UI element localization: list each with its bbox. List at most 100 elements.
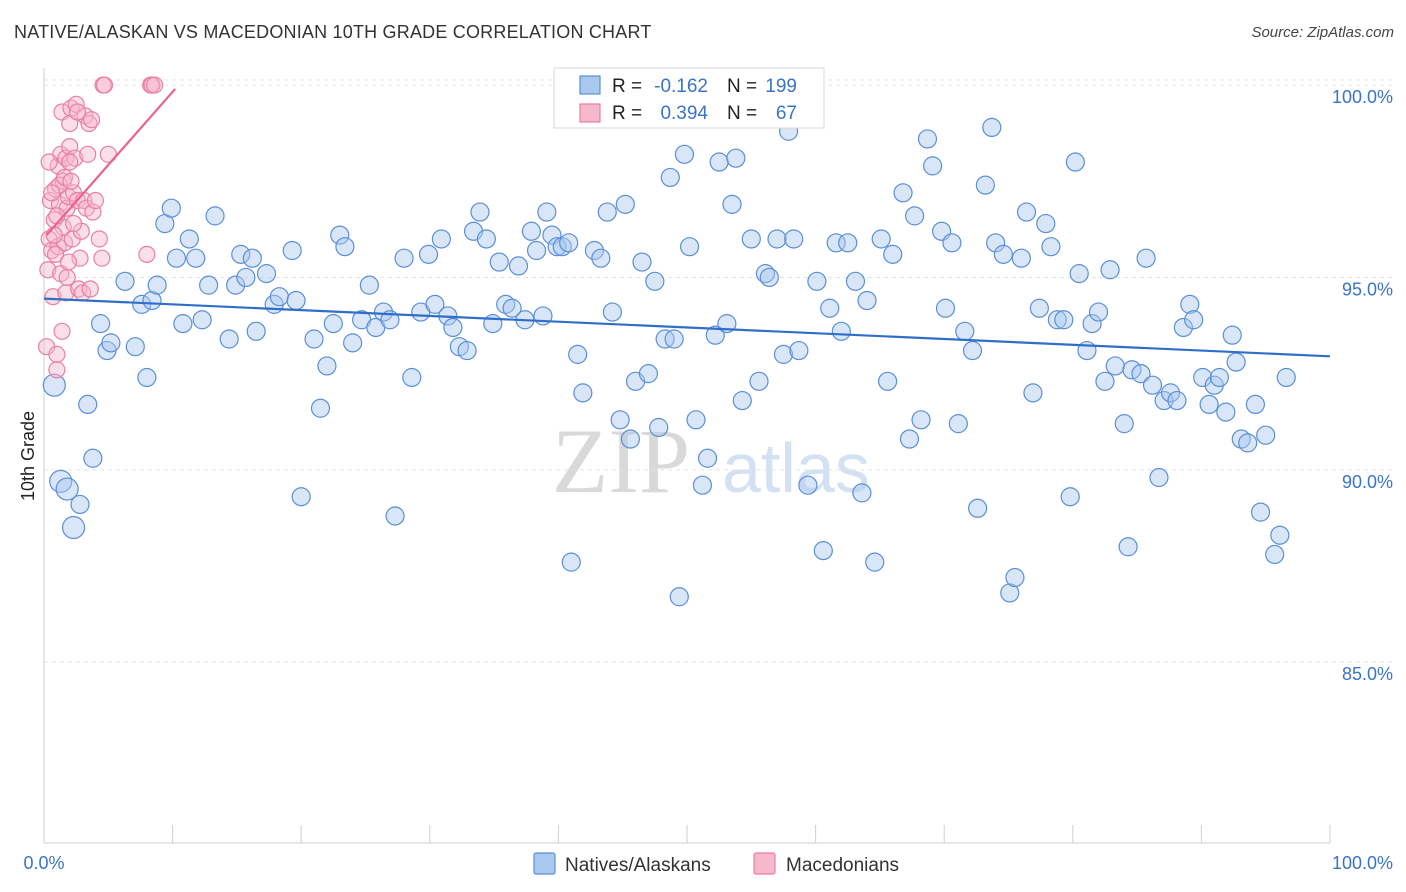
point-natives-alaskans (674, 144, 695, 164)
point-natives-alaskans (968, 498, 988, 518)
point-natives-alaskans (1265, 544, 1285, 565)
point-natives-alaskans (755, 264, 776, 284)
point-macedonians (64, 214, 83, 233)
point-natives-alaskans (246, 321, 266, 341)
point-natives-alaskans (323, 314, 343, 334)
point-natives-alaskans (286, 290, 306, 311)
point-natives-alaskans (61, 515, 86, 540)
point-natives-alaskans (192, 310, 212, 330)
point-natives-alaskans (547, 237, 567, 257)
point-natives-alaskans (1238, 433, 1258, 453)
point-natives-alaskans (789, 340, 809, 361)
point-natives-alaskans (373, 302, 394, 322)
point-macedonians (53, 322, 71, 340)
point-natives-alaskans (722, 194, 742, 214)
point-natives-alaskans (166, 248, 187, 268)
point-natives-alaskans (1256, 425, 1276, 445)
point-natives-alaskans (826, 233, 846, 253)
point-natives-alaskans (591, 248, 611, 268)
point-natives-alaskans (1105, 356, 1125, 376)
point-natives-alaskans (55, 477, 79, 501)
point-natives-alaskans (911, 410, 931, 430)
point-natives-alaskans (1131, 364, 1151, 384)
point-natives-alaskans (457, 340, 477, 361)
point-natives-alaskans (83, 448, 103, 468)
point-natives-alaskans (749, 371, 769, 391)
point-natives-alaskans (573, 383, 593, 403)
point-natives-alaskans (231, 244, 251, 264)
point-natives-alaskans (1100, 260, 1120, 280)
point-natives-alaskans (893, 183, 913, 203)
legend-swatch-blue (579, 75, 601, 95)
point-natives-alaskans (1011, 248, 1031, 268)
point-natives-alaskans (986, 233, 1006, 253)
point-natives-alaskans (813, 541, 833, 561)
point-natives-alaskans (807, 271, 827, 291)
point-natives-alaskans (186, 248, 206, 268)
y-tick-label: 85.0% (1342, 664, 1393, 684)
point-natives-alaskans (638, 364, 659, 384)
point-natives-alaskans (1082, 314, 1102, 334)
point-natives-alaskans (526, 240, 547, 261)
legend-n-value-pink: 67 (776, 103, 797, 124)
point-natives-alaskans (798, 475, 818, 495)
point-natives-alaskans (147, 275, 167, 295)
point-natives-alaskans (660, 167, 680, 188)
point-macedonians (95, 76, 114, 94)
point-natives-alaskans (692, 475, 713, 495)
point-natives-alaskans (1193, 367, 1213, 388)
legend-r-label-blue: R = (612, 76, 642, 97)
point-natives-alaskans (820, 298, 840, 318)
point-natives-alaskans (1047, 310, 1067, 330)
point-macedonians (90, 230, 108, 248)
point-natives-alaskans (236, 267, 256, 288)
point-natives-alaskans (256, 264, 277, 284)
chart-title: NATIVE/ALASKAN VS MACEDONIAN 10TH GRADE … (14, 22, 652, 42)
point-natives-alaskans (935, 298, 956, 318)
legend-n-label-blue: N = (727, 76, 757, 97)
point-natives-alaskans (759, 267, 779, 288)
point-natives-alaskans (865, 552, 885, 572)
point-natives-alaskans (568, 344, 588, 364)
point-natives-alaskans (602, 302, 623, 322)
point-natives-alaskans (269, 287, 289, 307)
point-natives-alaskans (1216, 402, 1236, 422)
point-natives-alaskans (537, 202, 557, 222)
point-natives-alaskans (199, 275, 219, 295)
axes (43, 68, 1331, 844)
point-natives-alaskans (1167, 390, 1187, 411)
point-natives-alaskans (1222, 325, 1242, 345)
point-macedonians (39, 261, 57, 279)
legend-swatch-pink (579, 103, 601, 123)
point-natives-alaskans (905, 206, 925, 226)
point-natives-alaskans (1250, 502, 1271, 522)
point-natives-alaskans (1054, 310, 1074, 330)
point-macedonians (81, 280, 99, 298)
point-natives-alaskans (917, 129, 938, 149)
point-natives-alaskans (1069, 264, 1089, 284)
point-natives-alaskans (431, 229, 451, 249)
point-macedonians (138, 245, 156, 263)
point-natives-alaskans (923, 156, 943, 176)
watermark-atlas: atlas (722, 429, 870, 507)
point-natives-alaskans (620, 429, 641, 449)
point-natives-alaskans (470, 202, 490, 222)
point-natives-alaskans (559, 233, 579, 253)
point-natives-alaskans (1184, 310, 1204, 330)
point-macedonians (44, 288, 62, 306)
point-natives-alaskans (649, 417, 669, 438)
legend-r-label-pink: R = (612, 103, 642, 124)
legend-r-value-blue: -0.162 (654, 76, 708, 97)
point-natives-alaskans (310, 398, 331, 418)
point-natives-alaskans (1095, 371, 1115, 391)
legend: R = -0.162 N = 199 R = 0.394 N = 67 (553, 67, 825, 129)
point-natives-alaskans (831, 321, 851, 341)
point-macedonians (68, 103, 87, 121)
point-natives-alaskans (686, 410, 706, 430)
point-natives-alaskans (1209, 367, 1230, 388)
point-natives-alaskans (1160, 383, 1181, 403)
point-macedonians (48, 345, 66, 363)
point-natives-alaskans (871, 229, 891, 249)
point-natives-alaskans (615, 194, 635, 214)
